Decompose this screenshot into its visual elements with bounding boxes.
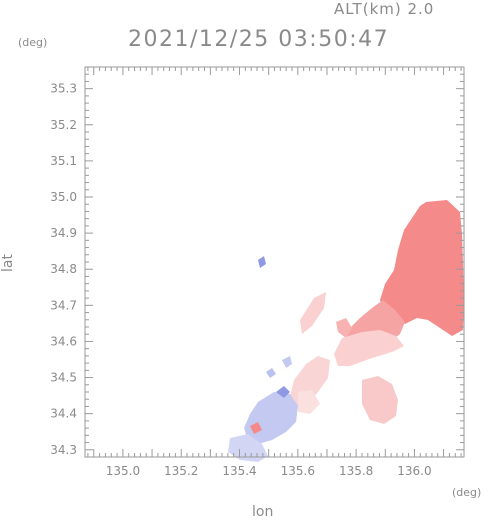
axis-ticks [85, 66, 464, 458]
x-tick-label: 135.2 [164, 464, 198, 478]
y-tick-label: 35.1 [50, 154, 77, 168]
y-tick-label: 35.2 [50, 118, 77, 132]
x-axis-label: lon [252, 504, 274, 520]
axis-tick-labels: 135.0 135.2 135.4 135.6 135.8 136.0 34.3 34.4 34… [50, 82, 431, 478]
x-tick-label: 135.6 [281, 464, 315, 478]
y-tick-label: 34.7 [50, 298, 77, 312]
y-tick-label: 34.6 [50, 334, 77, 348]
y-tick-label: 34.3 [50, 443, 77, 457]
timestamp-title: 2021/12/25 03:50:47 [128, 27, 390, 52]
y-tick-label: 35.0 [50, 190, 77, 204]
x-tick-label: 136.0 [397, 464, 431, 478]
y-axis-units: (deg) [18, 36, 48, 49]
y-tick-label: 34.8 [50, 262, 77, 276]
echo-field [228, 200, 464, 462]
y-tick-label: 34.9 [50, 226, 77, 240]
altitude-label: ALT(km) 2.0 [334, 0, 435, 18]
y-tick-label: 34.4 [50, 407, 77, 421]
x-tick-label: 135.8 [339, 464, 373, 478]
y-tick-label: 35.3 [50, 82, 77, 96]
y-tick-label: 34.5 [50, 371, 77, 385]
x-tick-label: 135.0 [106, 464, 140, 478]
x-axis-units: (deg) [452, 486, 482, 499]
x-tick-label: 135.4 [222, 464, 256, 478]
